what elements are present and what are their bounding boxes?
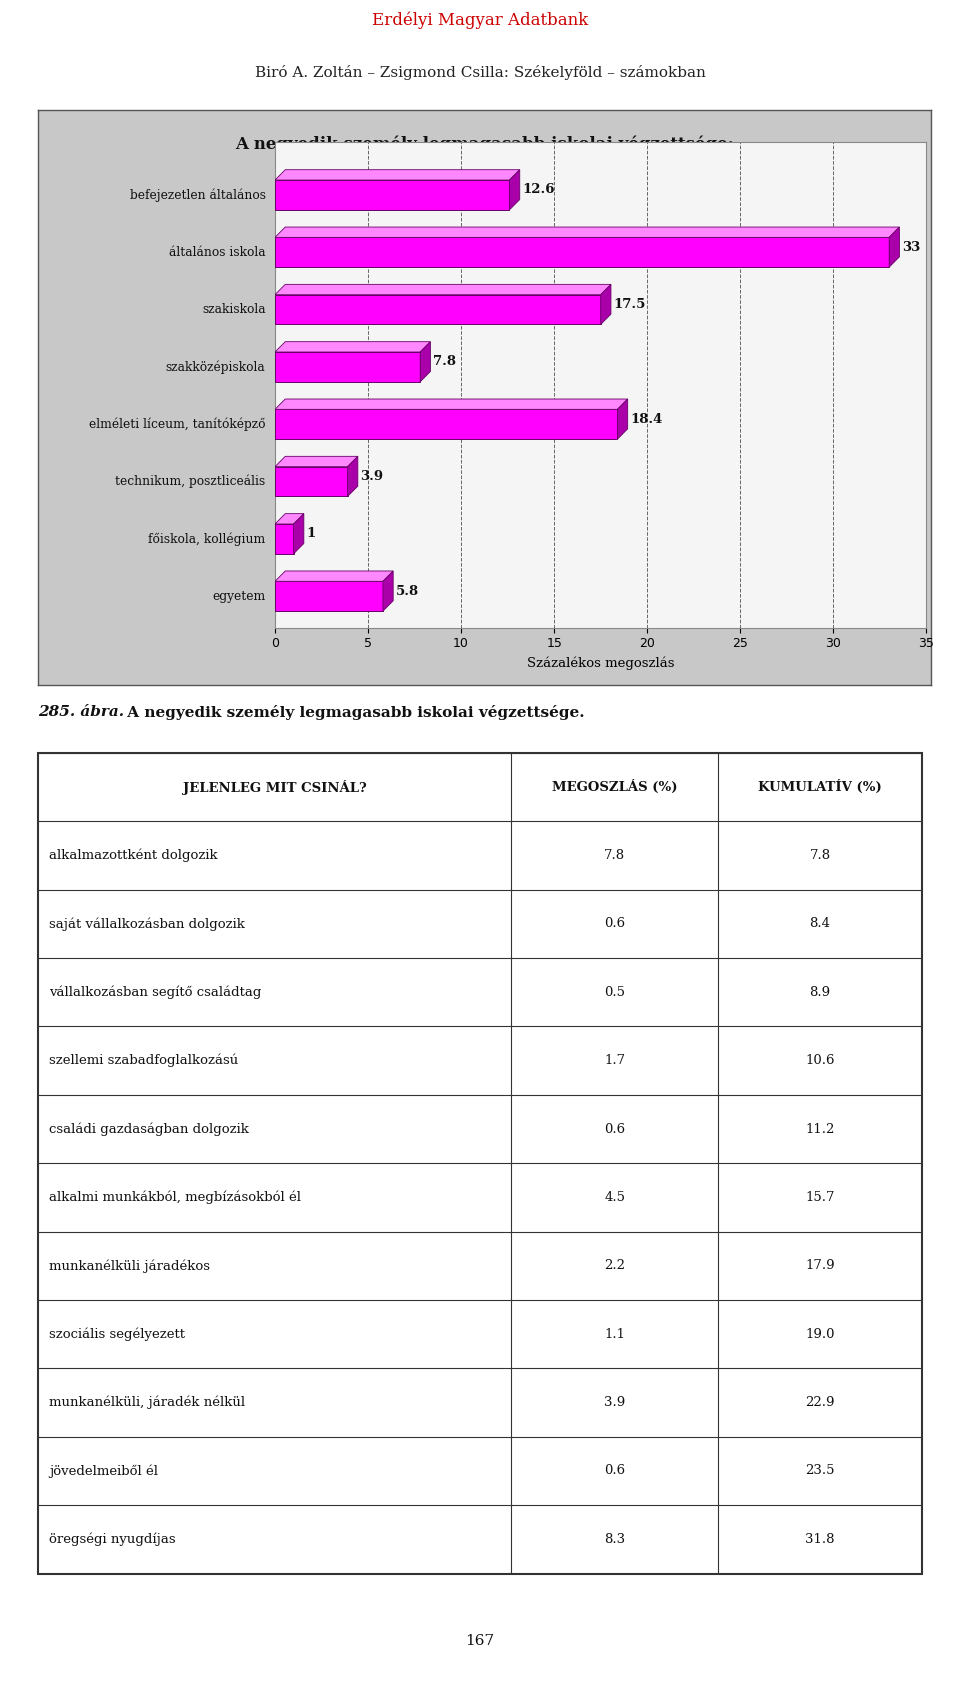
Text: 285. ábra.: 285. ábra. (38, 706, 125, 719)
Bar (275, 237, 889, 267)
Text: 167: 167 (466, 1634, 494, 1648)
Polygon shape (889, 227, 900, 267)
Text: A negyedik személy legmagasabb iskolai végzettsége.: A negyedik személy legmagasabb iskolai v… (122, 706, 585, 719)
Text: befejezetlen általános: befejezetlen általános (130, 188, 266, 201)
Text: 10.6: 10.6 (805, 1054, 835, 1068)
Polygon shape (275, 570, 394, 582)
Text: 1: 1 (306, 528, 316, 540)
Bar (275, 525, 294, 553)
Text: JELENLEG MIT CSINÁL?: JELENLEG MIT CSINÁL? (182, 780, 367, 795)
Text: technikum, posztliceális: technikum, posztliceális (115, 475, 266, 489)
Text: 2.2: 2.2 (604, 1259, 625, 1272)
Text: 33: 33 (902, 240, 921, 254)
Bar (275, 179, 510, 210)
Text: jövedelmeiből él: jövedelmeiből él (49, 1464, 158, 1477)
Text: Erdélyi Magyar Adatbank: Erdélyi Magyar Adatbank (372, 12, 588, 29)
Text: 3.9: 3.9 (604, 1396, 625, 1409)
Polygon shape (510, 169, 519, 210)
Text: 8.3: 8.3 (604, 1533, 625, 1546)
Bar (275, 352, 420, 382)
Text: szakközépiskola: szakközépiskola (166, 360, 266, 374)
Text: 15.7: 15.7 (805, 1191, 835, 1205)
Polygon shape (383, 570, 394, 611)
Text: 5.8: 5.8 (396, 584, 420, 597)
Text: 11.2: 11.2 (805, 1122, 834, 1135)
Text: elméleti líceum, tanítóképző: elméleti líceum, tanítóképző (89, 418, 266, 431)
Text: 8.4: 8.4 (809, 917, 830, 931)
Polygon shape (275, 399, 628, 409)
Bar (275, 294, 601, 325)
Text: alkalmi munkákból, megbízásokból él: alkalmi munkákból, megbízásokból él (49, 1191, 301, 1205)
Text: 3.9: 3.9 (361, 470, 384, 482)
Text: 0.6: 0.6 (604, 1122, 625, 1135)
Text: A negyedik személy legmagasabb iskolai végzettsége:: A negyedik személy legmagasabb iskolai v… (235, 135, 734, 154)
Text: 31.8: 31.8 (805, 1533, 835, 1546)
Polygon shape (348, 457, 358, 496)
Bar (275, 582, 383, 611)
Text: 7.8: 7.8 (809, 849, 830, 861)
Text: szakiskola: szakiskola (202, 303, 266, 316)
Text: 23.5: 23.5 (805, 1465, 835, 1477)
Text: 12.6: 12.6 (522, 183, 555, 196)
Text: munkanélküli, járadék nélkül: munkanélküli, járadék nélkül (49, 1396, 245, 1409)
Polygon shape (275, 342, 430, 352)
Text: 7.8: 7.8 (604, 849, 625, 861)
Text: 1.1: 1.1 (604, 1328, 625, 1340)
Text: 17.9: 17.9 (805, 1259, 835, 1272)
X-axis label: Százalékos megoszlás: Százalékos megoszlás (527, 656, 675, 670)
Text: szellemi szabadfoglalkozású: szellemi szabadfoglalkozású (49, 1054, 238, 1068)
Text: 18.4: 18.4 (631, 413, 662, 426)
Text: munkanélküli járadékos: munkanélküli járadékos (49, 1259, 210, 1272)
Text: főiskola, kollégium: főiskola, kollégium (148, 531, 266, 545)
Text: 22.9: 22.9 (805, 1396, 835, 1409)
Text: öregségi nyugdíjas: öregségi nyugdíjas (49, 1533, 176, 1546)
Polygon shape (275, 284, 611, 294)
Text: szociális segélyezett: szociális segélyezett (49, 1328, 185, 1342)
Text: saját vállalkozásban dolgozik: saját vállalkozásban dolgozik (49, 917, 245, 931)
Polygon shape (275, 457, 358, 467)
Text: Biró A. Zoltán – Zsigmond Csilla: Székelyföld – számokban: Biró A. Zoltán – Zsigmond Csilla: Székel… (254, 64, 706, 80)
Text: vállalkozásban segítő családtag: vállalkozásban segítő családtag (49, 985, 261, 998)
Text: 7.8: 7.8 (433, 355, 456, 369)
Polygon shape (617, 399, 628, 440)
Text: 19.0: 19.0 (805, 1328, 835, 1340)
Polygon shape (294, 514, 304, 553)
Text: alkalmazottként dolgozik: alkalmazottként dolgozik (49, 849, 218, 863)
Text: KUMULATÍV (%): KUMULATÍV (%) (758, 780, 882, 794)
Text: általános iskola: általános iskola (169, 245, 266, 259)
Text: 17.5: 17.5 (613, 298, 646, 311)
Polygon shape (275, 227, 900, 237)
Polygon shape (275, 169, 519, 179)
Text: 4.5: 4.5 (604, 1191, 625, 1205)
Text: 1.7: 1.7 (604, 1054, 625, 1068)
Polygon shape (420, 342, 430, 382)
Polygon shape (275, 514, 304, 525)
Text: családi gazdaságban dolgozik: családi gazdaságban dolgozik (49, 1122, 249, 1135)
Polygon shape (601, 284, 611, 325)
Text: MEGOSZLÁS (%): MEGOSZLÁS (%) (552, 780, 678, 794)
Text: egyetem: egyetem (212, 591, 266, 602)
Text: 0.6: 0.6 (604, 1465, 625, 1477)
Bar (275, 467, 348, 496)
Bar (275, 409, 617, 440)
Text: 0.5: 0.5 (604, 986, 625, 998)
Text: 8.9: 8.9 (809, 986, 830, 998)
Text: 0.6: 0.6 (604, 917, 625, 931)
